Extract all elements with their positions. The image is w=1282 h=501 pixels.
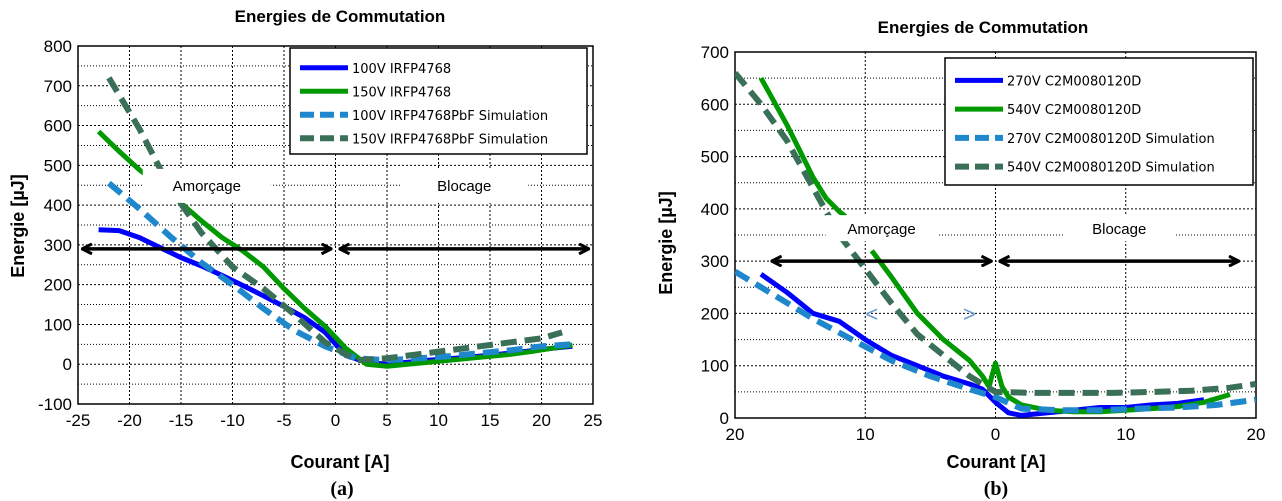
y-tick-label: 300	[44, 236, 72, 255]
x-tick-label: 0	[991, 425, 1000, 444]
chart-a-annotations: Amorçage Blocage	[82, 169, 589, 249]
y-tick-label: 700	[44, 77, 72, 96]
y-tick-label: 400	[44, 196, 72, 215]
x-tick-label: 20	[1247, 425, 1266, 444]
x-tick-label: 20	[532, 411, 551, 430]
series-line	[872, 251, 1230, 412]
y-tick-label: 300	[701, 252, 729, 271]
amorcage-label: Amorçage	[847, 221, 915, 238]
y-tick-label: 0	[720, 409, 729, 428]
legend-entry: 150V IRFP4768	[352, 85, 451, 100]
chart-b-y-ticks: 0 100 200 300 400 500 600 700	[701, 43, 729, 428]
y-tick-label: 600	[44, 117, 72, 136]
y-tick-label: 100	[701, 357, 729, 376]
y-tick-label: 700	[701, 43, 729, 62]
y-tick-label: 500	[701, 148, 729, 167]
chart-a-ylabel: Energie [µJ]	[8, 174, 28, 277]
chart-b-title: Energies de Commutation	[878, 18, 1089, 37]
chart-b-ylabel: Energie [µJ]	[656, 191, 676, 294]
y-tick-label: 200	[44, 276, 72, 295]
y-tick-label: 800	[44, 37, 72, 56]
legend-entry: 540V C2M0080120D Simulation	[1007, 161, 1215, 176]
x-tick-label: 10	[1116, 425, 1135, 444]
chart-b-x-ticks: 20 10 0 10 20	[726, 425, 1266, 444]
blocage-label: Blocage	[1092, 221, 1146, 238]
x-tick-label: -5	[276, 411, 291, 430]
panel-a-label: (a)	[330, 478, 353, 500]
overlay-glyph: <	[865, 301, 878, 326]
chart-b-legend: 270V C2M0080120D 540V C2M0080120D 270V C2M…	[945, 58, 1253, 185]
overlay-glyph: >	[963, 301, 976, 326]
x-tick-label: 15	[481, 411, 500, 430]
legend-entry: 270V C2M0080120D	[1007, 74, 1141, 89]
x-tick-label: 0	[331, 411, 340, 430]
x-tick-label: -20	[117, 411, 142, 430]
x-tick-label: 10	[856, 425, 875, 444]
panel-b-label: (b)	[984, 478, 1008, 500]
amorcage-label: Amorçage	[173, 178, 241, 195]
y-tick-label: 200	[701, 304, 729, 323]
legend-entry: 100V IRFP4768PbF Simulation	[352, 109, 548, 124]
y-tick-label: -100	[38, 395, 72, 414]
x-tick-label: 5	[382, 411, 391, 430]
legend-entry: 270V C2M0080120D Simulation	[1007, 132, 1215, 147]
x-tick-label: 10	[429, 411, 448, 430]
series-line	[761, 78, 846, 217]
series-line	[109, 183, 573, 360]
legend-entry: 150V IRFP4768PbF Simulation	[352, 132, 548, 147]
legend-entry: 100V IRFP4768	[352, 62, 451, 77]
blocage-label: Blocage	[437, 178, 491, 195]
chart-a-xlabel: Courant [A]	[291, 452, 390, 472]
y-tick-label: 400	[701, 200, 729, 219]
chart-b-xlabel: Courant [A]	[947, 452, 1046, 472]
x-tick-label: -15	[169, 411, 194, 430]
chart-a-title: Energies de Commutation	[235, 7, 446, 26]
legend-entry: 540V C2M0080120D	[1007, 103, 1141, 118]
y-tick-label: 100	[44, 315, 72, 334]
chart-a-legend: 100V IRFP4768 150V IRFP4768 100V IRFP4768P…	[290, 48, 587, 154]
y-tick-label: 0	[63, 355, 72, 374]
y-tick-label: 500	[44, 156, 72, 175]
x-tick-label: -10	[220, 411, 245, 430]
chart-a-x-ticks: -25 -20 -15 -10 -5 0 5 10 15 20 25	[66, 411, 603, 430]
chart-b-annotations: Amorçage Blocage < >	[772, 215, 1239, 326]
chart-a-y-ticks: -100 0 100 200 300 400 500 600 700 800	[38, 37, 72, 414]
chart-a: Energies de Commutation -25 -20 -15 -10 -5 0 5…	[8, 7, 602, 472]
x-tick-label: 25	[584, 411, 603, 430]
chart-b: Energies de Commutation 20 10 0 10 20 010020…	[656, 18, 1265, 472]
y-tick-label: 600	[701, 95, 729, 114]
